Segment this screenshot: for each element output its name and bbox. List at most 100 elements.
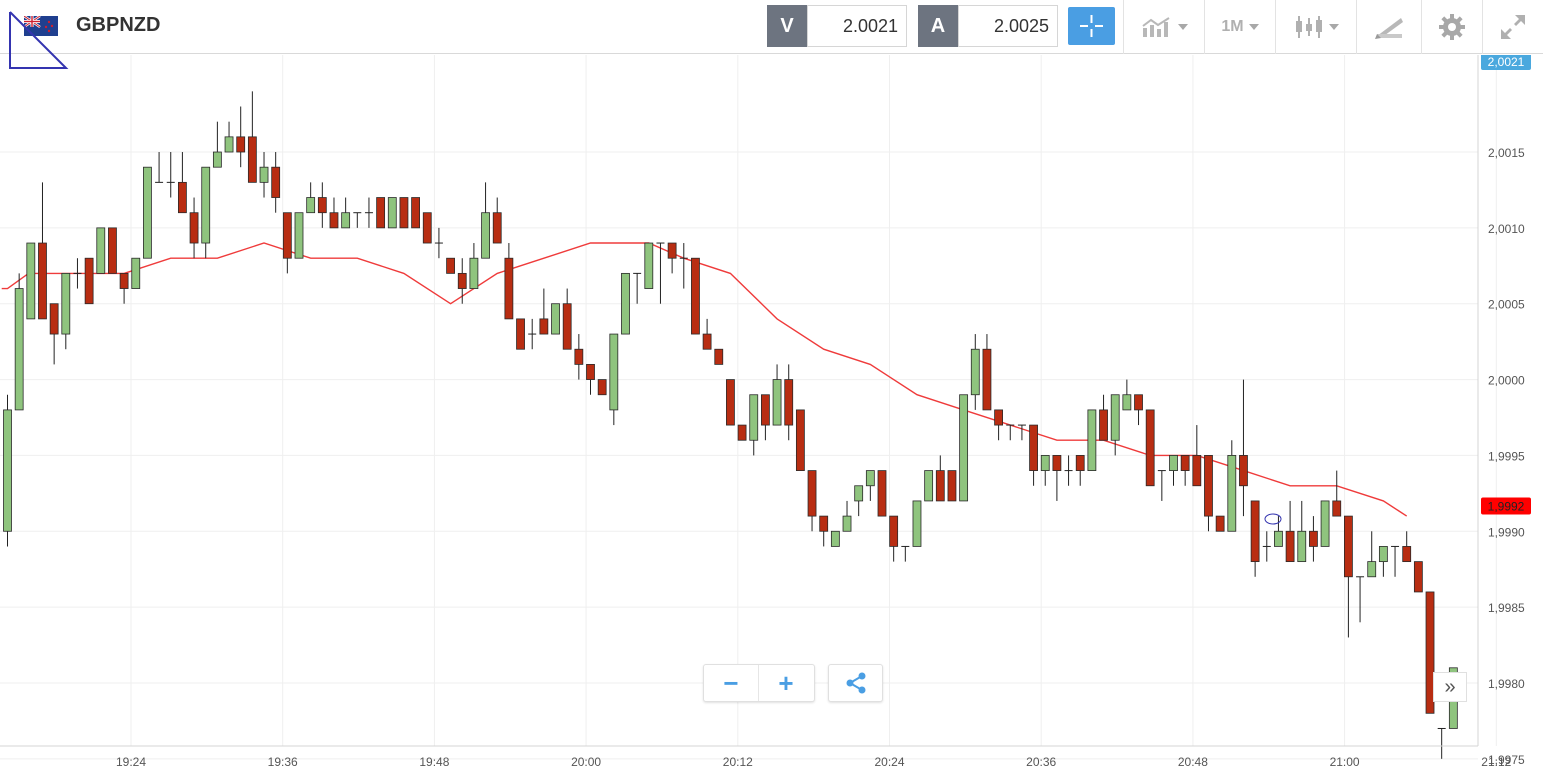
- candle: [1367, 531, 1377, 578]
- sell-price-button[interactable]: 2.0021: [807, 5, 907, 47]
- candle: [1180, 455, 1190, 486]
- chart-type-button[interactable]: [1276, 0, 1356, 54]
- candle: [994, 409, 1003, 441]
- candle: [1017, 424, 1026, 441]
- line-chart-icon: [1141, 17, 1170, 37]
- candle: [177, 152, 187, 214]
- zoom-out-button[interactable]: −: [723, 667, 739, 698]
- candle: [306, 182, 316, 214]
- candle: [1297, 500, 1307, 563]
- gb-nz-flag-icon: [24, 16, 58, 36]
- candle: [1006, 424, 1015, 441]
- candle: [901, 545, 910, 562]
- candle: [1052, 455, 1062, 501]
- candle: [73, 258, 82, 289]
- candle: [1250, 500, 1260, 577]
- candle: [353, 212, 362, 228]
- sell-label: V: [767, 5, 807, 47]
- svg-text:2,0021: 2,0021: [1488, 55, 1525, 69]
- candle: [49, 303, 59, 365]
- y-tick-label: 2,0015: [1488, 146, 1525, 160]
- x-tick-label: 19:24: [116, 755, 146, 769]
- moving-average-badge: 1,9992: [1481, 497, 1531, 515]
- zoom-in-button[interactable]: +: [778, 667, 794, 698]
- zoom-controls: − +: [703, 664, 815, 702]
- indicators-button[interactable]: [1124, 0, 1204, 54]
- y-tick-label: 2,0010: [1488, 222, 1525, 236]
- candle: [877, 470, 887, 517]
- x-tick-label: 20:36: [1026, 755, 1056, 769]
- candle: [1040, 455, 1050, 486]
- candle: [271, 152, 281, 213]
- candle: [528, 318, 537, 350]
- candle: [947, 470, 957, 502]
- candle: [737, 424, 747, 441]
- candle: [1204, 455, 1213, 532]
- candle: [294, 212, 304, 259]
- candle: [1344, 515, 1353, 638]
- settings-button[interactable]: [1422, 0, 1482, 54]
- drawing-tools-button[interactable]: [1357, 0, 1421, 54]
- candle: [1075, 455, 1085, 486]
- y-tick-label: 1,9975: [1488, 753, 1525, 767]
- candle: [970, 334, 980, 410]
- candle: [1378, 546, 1388, 577]
- candle: [1274, 516, 1283, 547]
- x-tick-label: 21:00: [1330, 755, 1360, 769]
- candle: [749, 394, 759, 456]
- price-chart[interactable]: 2,0015 2,0010 2,0005 2,0000 1,9995 1,9990 1,99…: [0, 55, 1543, 783]
- timeframe-button[interactable]: 1M: [1205, 0, 1275, 54]
- candle: [1425, 591, 1435, 714]
- candle: [38, 182, 47, 320]
- y-tick-label: 1,9990: [1488, 525, 1525, 539]
- candle: [772, 364, 782, 426]
- timeframe-label: 1M: [1221, 18, 1244, 35]
- candle: [236, 106, 246, 168]
- x-tick-label: 20:12: [723, 755, 753, 769]
- candle: [702, 318, 712, 350]
- current-price-badge: 2,0021: [1481, 55, 1531, 70]
- x-tick-label: 20:24: [874, 755, 904, 769]
- candle: [1029, 424, 1038, 486]
- candle: [1087, 409, 1097, 471]
- candle: [1285, 500, 1295, 563]
- share-button[interactable]: [828, 664, 883, 702]
- candle: [119, 272, 129, 304]
- candle: [516, 318, 525, 350]
- candle: [633, 272, 642, 304]
- candle: [457, 258, 467, 304]
- candle: [679, 243, 688, 289]
- pencil-ruler-icon: [1375, 18, 1403, 39]
- candle: [959, 394, 969, 502]
- buy-price-button[interactable]: 2.0025: [958, 5, 1058, 47]
- candle: [387, 197, 397, 229]
- candle: [621, 272, 630, 335]
- candle: [3, 394, 12, 547]
- candle: [912, 500, 922, 547]
- gear-icon: [1439, 14, 1465, 40]
- candle: [1122, 379, 1132, 411]
- candle: [842, 500, 852, 532]
- candle: [865, 470, 875, 501]
- candle: [259, 152, 269, 198]
- candle: [1192, 425, 1202, 487]
- candle: [924, 470, 934, 502]
- candle: [551, 303, 560, 335]
- candle: [597, 379, 607, 396]
- candle: [108, 227, 117, 274]
- candle: [644, 242, 654, 289]
- y-tick-label: 2,0005: [1488, 298, 1525, 312]
- y-tick-label: 1,9995: [1488, 449, 1525, 463]
- candle: [212, 121, 222, 168]
- crosshair-button[interactable]: [1068, 7, 1115, 45]
- candle: [667, 242, 677, 274]
- fullscreen-button[interactable]: [1483, 0, 1543, 54]
- candlestick-icon: [1295, 16, 1322, 38]
- candle: [14, 273, 24, 411]
- candle: [1134, 394, 1143, 426]
- candle: [935, 455, 945, 502]
- candle: [1262, 531, 1271, 562]
- candle: [982, 334, 992, 411]
- scroll-to-end-button[interactable]: »: [1433, 672, 1467, 702]
- candle: [1064, 455, 1073, 486]
